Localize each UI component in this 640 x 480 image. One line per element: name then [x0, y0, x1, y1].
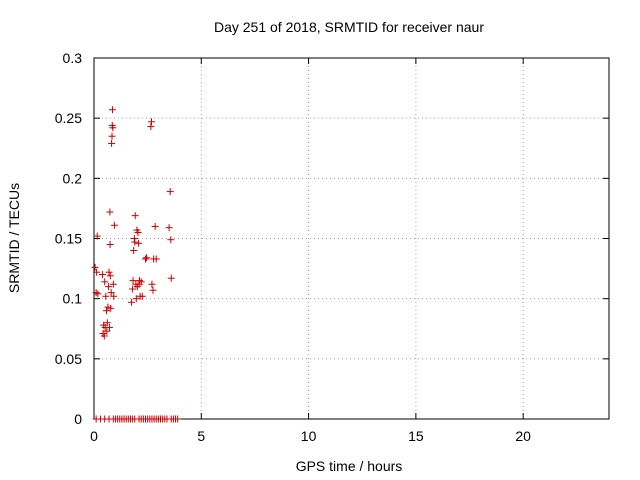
- data-point: [166, 188, 174, 196]
- y-axis-title: SRMTID / TECUs: [6, 183, 22, 293]
- data-point: [106, 241, 114, 249]
- data-point: [102, 307, 110, 315]
- data-point: [106, 208, 114, 216]
- data-point: [93, 232, 101, 240]
- data-point: [132, 295, 140, 303]
- data-point: [105, 283, 113, 291]
- x-tick-label: 10: [301, 428, 317, 444]
- chart-title: Day 251 of 2018, SRMTID for receiver nau…: [214, 19, 484, 35]
- data-point: [99, 271, 107, 279]
- data-point: [101, 278, 109, 286]
- data-point: [148, 118, 156, 126]
- data-point: [147, 123, 155, 131]
- data-point: [129, 277, 137, 285]
- data-point: [107, 289, 115, 297]
- data-point: [167, 274, 175, 282]
- y-tick-label: 0.1: [63, 291, 83, 307]
- data-point: [103, 327, 111, 335]
- data-point: [143, 254, 151, 262]
- data-point: [91, 263, 99, 271]
- data-point: [148, 280, 156, 288]
- y-tick-label: 0: [74, 411, 82, 427]
- x-tick-label: 15: [408, 428, 424, 444]
- data-point: [106, 272, 114, 280]
- data-point: [108, 139, 116, 147]
- data-point: [110, 221, 118, 229]
- data-point: [142, 255, 149, 263]
- data-point-zero: [174, 415, 182, 423]
- x-axis: 0 5 10 15 20: [90, 58, 531, 444]
- data-point: [93, 268, 101, 276]
- y-tick-label: 0.25: [55, 110, 82, 126]
- data-point: [165, 224, 173, 232]
- data-point: [135, 239, 143, 247]
- y-tick-label: 0.15: [55, 231, 82, 247]
- data-point: [102, 292, 110, 300]
- data-point: [135, 277, 143, 285]
- data-point: [134, 228, 142, 236]
- data-point: [110, 292, 118, 300]
- data-point: [109, 124, 117, 132]
- data-point: [100, 332, 108, 340]
- y-tick-label: 0.2: [63, 170, 83, 186]
- data-point: [149, 286, 157, 294]
- data-point: [151, 222, 159, 230]
- y-tick-label: 0.3: [63, 50, 83, 66]
- data-point: [129, 285, 137, 293]
- y-axis: 0 0.05 0.1 0.15 0.2 0.25 0.3: [55, 50, 609, 427]
- data-point: [105, 268, 113, 276]
- x-axis-title: GPS time / hours: [296, 458, 403, 474]
- data-point: [109, 280, 117, 288]
- data-point: [92, 289, 100, 297]
- data-point: [152, 255, 160, 263]
- data-point: [107, 304, 115, 312]
- x-tick-label: 5: [197, 428, 205, 444]
- data-point: [138, 292, 146, 300]
- data-point: [130, 247, 138, 255]
- x-tick-label: 0: [90, 428, 98, 444]
- data-point: [108, 106, 116, 114]
- data-point: [105, 324, 113, 332]
- x-tick-label: 20: [515, 428, 531, 444]
- data-point: [103, 319, 111, 327]
- data-point: [128, 298, 136, 306]
- data-point: [167, 236, 175, 244]
- y-tick-label: 0.05: [55, 351, 82, 367]
- data-point: [94, 290, 102, 298]
- data-series: [91, 106, 182, 423]
- grid: [94, 58, 609, 419]
- data-point: [108, 132, 116, 140]
- data-point: [131, 212, 139, 220]
- data-point: [137, 278, 145, 286]
- data-point: [131, 238, 139, 246]
